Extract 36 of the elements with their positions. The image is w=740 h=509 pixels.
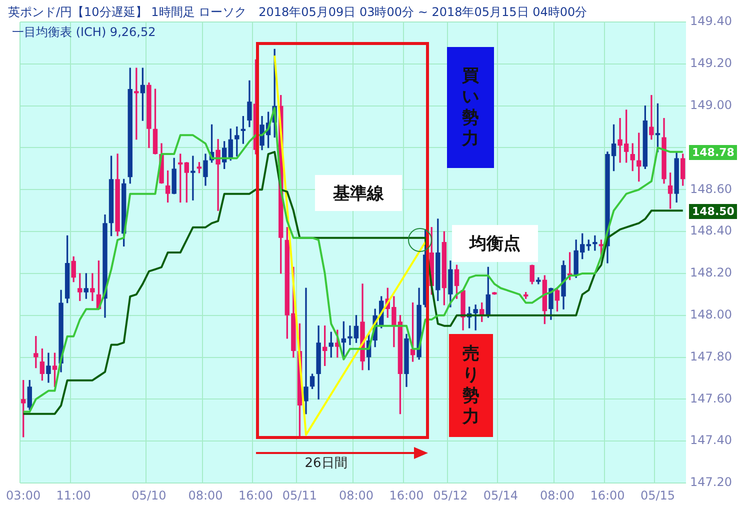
annotation: 基準線: [315, 175, 402, 211]
y-tick-label: 148.40: [690, 224, 732, 238]
annotation: 売り勢力: [462, 344, 480, 428]
chart-title: 英ポンド/円【10分遅延】 1時間足 ローソク 2018年05月09日 03時00分 ~ 2018年05月15日 04時00分: [8, 4, 588, 21]
annotation: 均衡点: [452, 225, 538, 262]
x-tick-label: 03:00: [6, 488, 41, 502]
y-tick-label: 147.40: [690, 433, 732, 448]
sign-panel: 買い勢力: [447, 47, 494, 168]
x-tick-label: 16:00: [590, 488, 625, 502]
y-tick-label: 149.40: [690, 14, 732, 28]
x-tick-label: 08:00: [338, 488, 374, 502]
x-tick-label: 16:00: [389, 488, 424, 502]
x-tick-label: 11:00: [56, 488, 91, 502]
y-tick-label: 149.20: [690, 56, 732, 70]
x-tick-label: 16:00: [238, 488, 274, 502]
y-tick-label: 149.00: [690, 98, 732, 112]
y-tick-label: 148.60: [690, 182, 732, 196]
y-tick-label: 148.00: [690, 307, 732, 322]
x-tick-label: 05/15: [640, 488, 676, 502]
text: 148.50: [689, 204, 738, 219]
y-tick-label: 147.60: [690, 391, 732, 406]
x-tick-label: 05/12: [433, 488, 468, 502]
annotation: 26日間: [304, 455, 348, 472]
x-tick-label: 05/10: [132, 488, 166, 502]
x-tick-label: 08:00: [540, 488, 575, 502]
x-tick-label: 05/14: [483, 488, 518, 502]
text: 148.78: [689, 144, 738, 160]
y-tick-label: 147.80: [690, 349, 732, 364]
y-tick-label: 148.20: [690, 266, 732, 280]
warning-panel: 売り勢力: [449, 334, 493, 437]
y-tick-label: 147.20: [690, 475, 732, 490]
candlestick: [536, 277, 541, 284]
x-tick-label: 08:00: [188, 488, 223, 502]
annotation: 買い勢力: [462, 66, 479, 150]
chart-subtitle: 一目均衡表 (ICH) 9,26,52: [12, 24, 156, 41]
x-tick-label: 05/11: [282, 488, 318, 502]
